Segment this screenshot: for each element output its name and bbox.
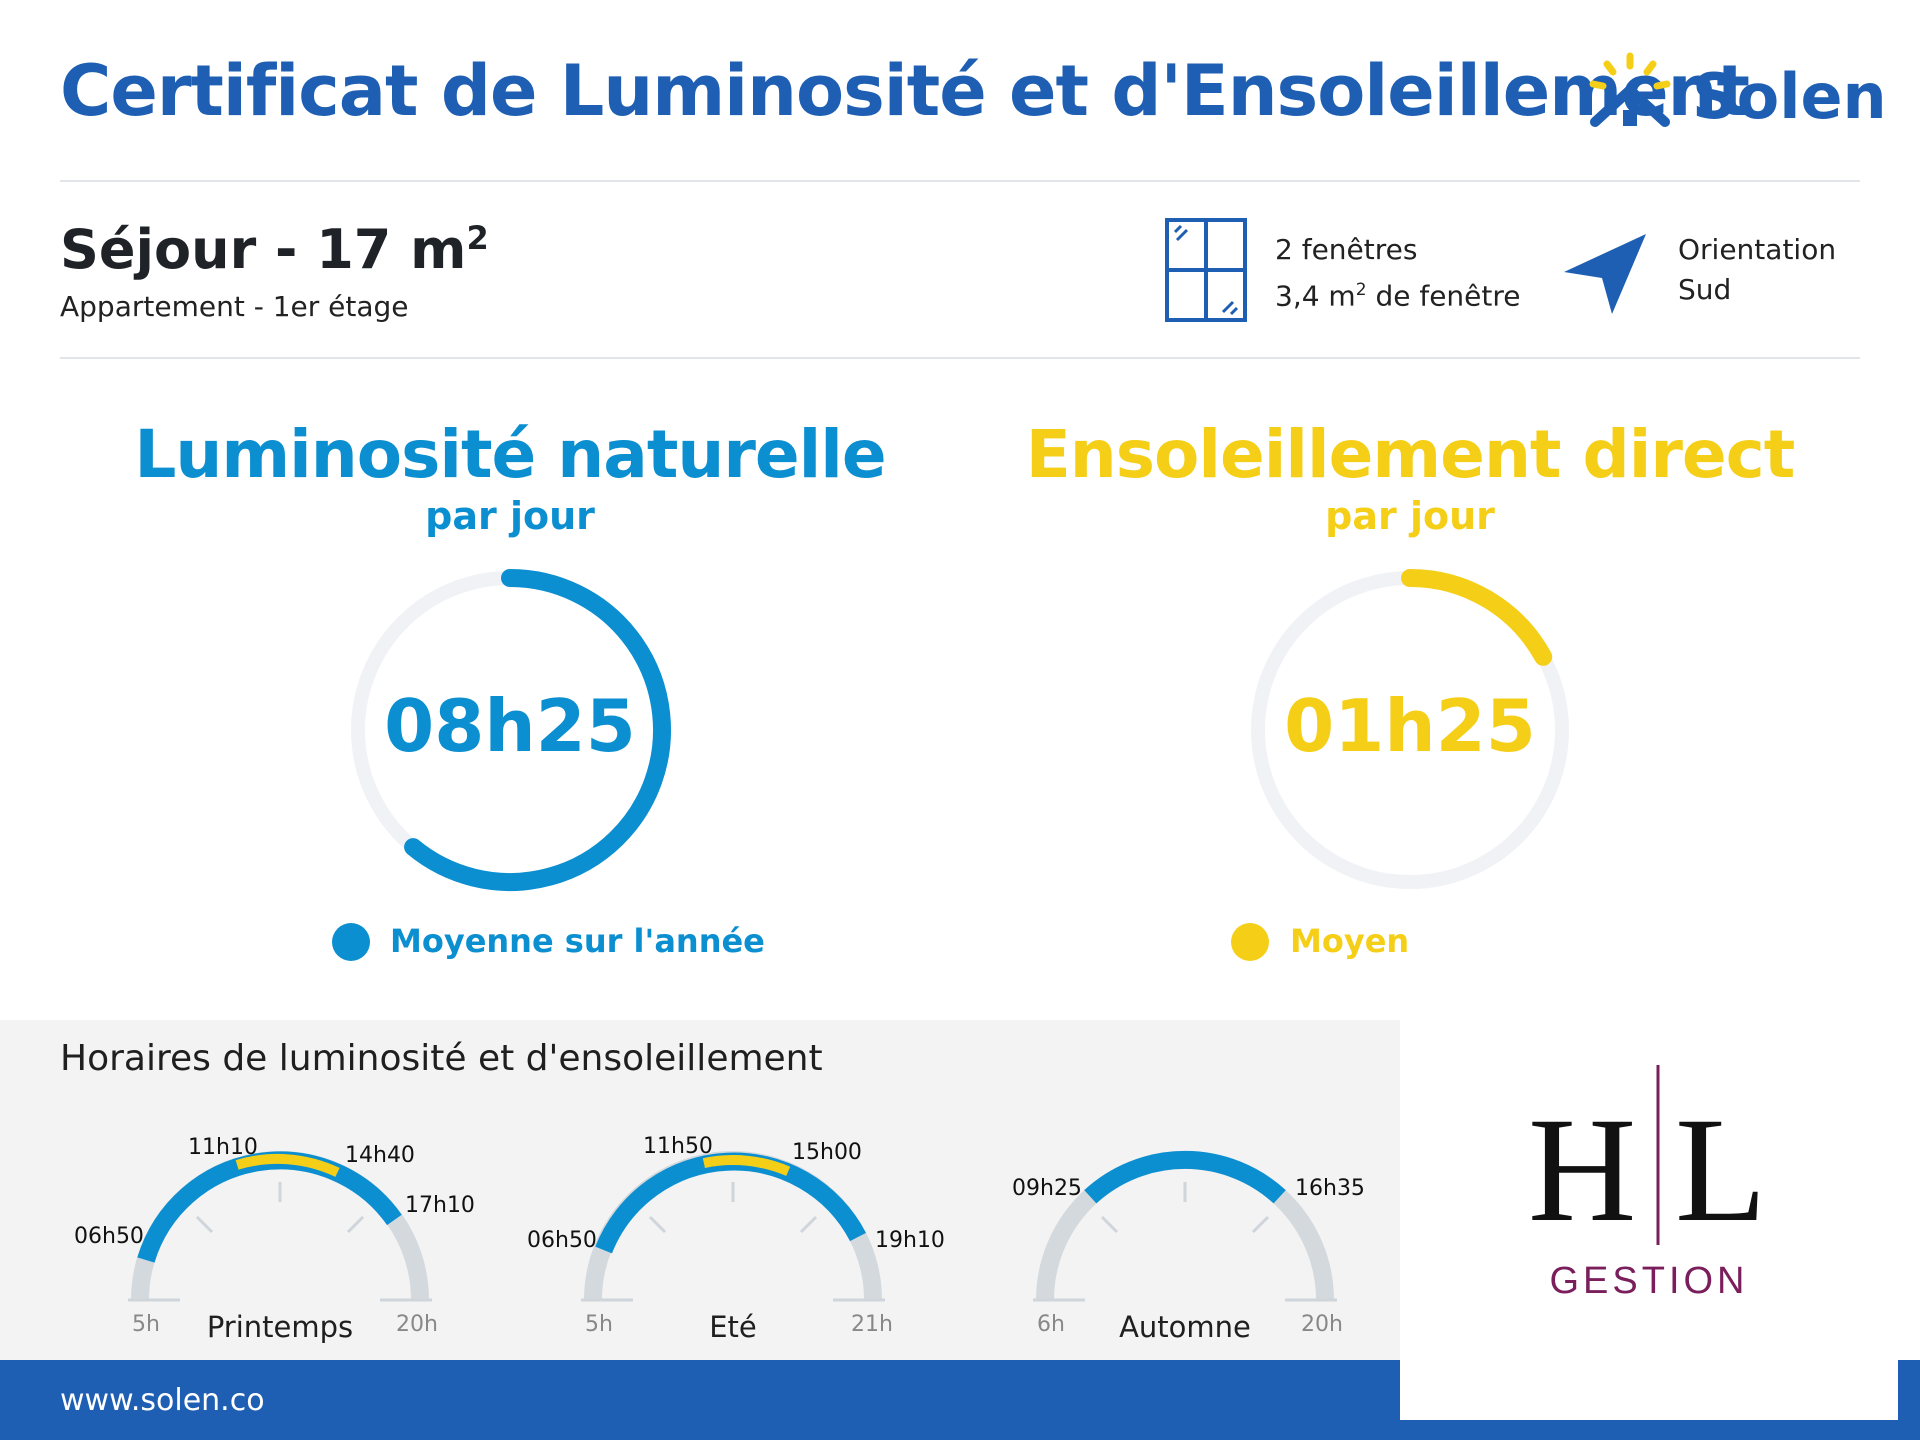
- navigation-arrow-icon: [1564, 234, 1646, 314]
- sunshine-title: Ensoleillement direct: [1025, 416, 1796, 493]
- legend-dot-icon: [1231, 923, 1269, 961]
- light-end-time: 19h10: [875, 1228, 945, 1253]
- hours-panel: [0, 1020, 1400, 1360]
- season-name: Automne: [1119, 1310, 1251, 1344]
- light-start-time: 06h50: [527, 1228, 597, 1253]
- sunshine-arc: [1401, 569, 1553, 666]
- end-tick: 21h: [851, 1312, 893, 1337]
- light-start-time: 06h50: [74, 1224, 144, 1249]
- start-tick: 6h: [1037, 1312, 1065, 1337]
- svg-text:H: H: [1528, 1087, 1636, 1253]
- sunshine-gauge: [1251, 569, 1569, 889]
- hours-title: Horaires de luminosité et d'ensoleilleme…: [60, 1038, 823, 1079]
- sun-start-time: 11h10: [188, 1135, 258, 1160]
- room-title: Séjour - 17 m2: [60, 218, 489, 281]
- luminosity-value: 08h25: [384, 684, 636, 768]
- orientation-label: Orientation: [1678, 233, 1837, 266]
- agency-logo-panel: H L GESTION: [1400, 1020, 1898, 1420]
- sunshine-value: 01h25: [1284, 684, 1536, 768]
- start-tick: 5h: [585, 1312, 613, 1337]
- sun-end-time: 14h40: [345, 1143, 415, 1168]
- sun-start-time: 11h50: [643, 1134, 713, 1159]
- svg-text:L: L: [1675, 1087, 1767, 1253]
- windows-area: 3,4 m2 de fenêtre: [1275, 279, 1521, 313]
- agency-name: GESTION: [1549, 1260, 1749, 1302]
- luminosity-subtitle: par jour: [425, 494, 595, 538]
- luminosity-title: Luminosité naturelle: [134, 416, 886, 493]
- divider: [60, 357, 1860, 359]
- windows-count: 2 fenêtres: [1275, 233, 1418, 266]
- sunshine-legend: Moyen: [1290, 922, 1410, 960]
- orientation-value: Sud: [1678, 273, 1732, 306]
- legend-dot-icon: [332, 923, 370, 961]
- luminosity-legend: Moyenne sur l'année: [390, 922, 765, 960]
- end-tick: 20h: [1301, 1312, 1343, 1337]
- light-end-time: 17h10: [405, 1193, 475, 1218]
- brand-name: Solen: [1692, 60, 1887, 133]
- luminosity-arc: [404, 569, 671, 891]
- light-start-time: 09h25: [1012, 1176, 1082, 1201]
- agency-logo-icon: H L: [1528, 1065, 1767, 1253]
- season-gauge-ete: 06h50 19h10 11h50 15h00 5h 21h Eté: [513, 1120, 953, 1360]
- season-gauge-automne: 09h25 16h35 6h 20h Automne: [965, 1120, 1405, 1360]
- season-name: Printemps: [206, 1310, 354, 1344]
- luminosity-gauge: [351, 569, 671, 891]
- page-title: Certificat de Luminosité et d'Ensoleille…: [60, 50, 1750, 132]
- sun-end-time: 15h00: [792, 1140, 862, 1165]
- end-tick: 20h: [396, 1312, 438, 1337]
- season-gauge-printemps: 06h50 17h10 11h10 14h40 5h 20h Printemps: [60, 1120, 500, 1360]
- footer-link[interactable]: www.solen.co: [60, 1383, 265, 1418]
- solen-logo-icon: [1589, 52, 1671, 127]
- light-end-time: 16h35: [1295, 1176, 1365, 1201]
- sunshine-subtitle: par jour: [1325, 494, 1495, 538]
- window-icon: [1165, 218, 1247, 322]
- start-tick: 5h: [132, 1312, 160, 1337]
- season-name: Eté: [709, 1310, 757, 1344]
- room-subtitle: Appartement - 1er étage: [60, 290, 409, 323]
- divider: [60, 180, 1860, 182]
